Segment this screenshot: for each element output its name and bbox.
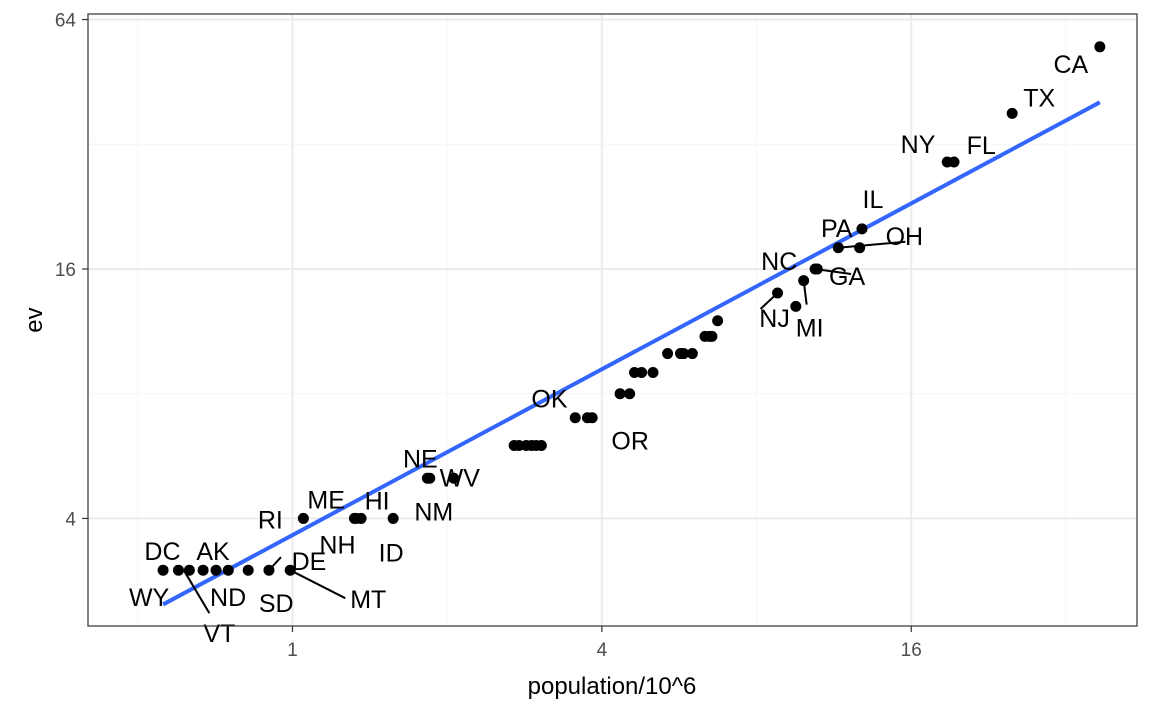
label-ny: NY [901,131,936,159]
label-nd: ND [210,584,246,612]
label-ok: OK [531,386,567,414]
leader-line-oh [838,240,906,249]
point [614,388,626,400]
point-id [387,512,399,524]
label-tx: TX [1023,84,1055,112]
label-nj: NJ [759,305,790,333]
point [662,348,674,360]
point-pa [854,242,866,254]
point [678,348,690,360]
point-mt [284,564,296,576]
label-mi: MI [796,315,824,343]
leader-line-mt [289,569,346,600]
label-vt: VT [203,620,235,648]
point-tx [1006,107,1018,119]
label-de: DE [292,548,327,576]
point-ak [210,564,222,576]
label-nh: NH [319,531,355,559]
label-ak: AK [196,538,230,566]
minor-gridlines [88,14,1137,626]
point-ca [1094,41,1106,53]
plot-panel [88,14,1137,626]
point-wv [424,472,436,484]
axes: 1 4 16 4 16 64 [55,11,922,661]
point [706,330,718,342]
label-mt: MT [350,586,386,614]
point-vt [183,564,195,576]
label-hi: HI [365,487,390,515]
label-id: ID [379,539,404,567]
point-de [263,564,275,576]
y-tick-label: 16 [55,260,76,281]
point [712,315,724,327]
leader-line-vt [183,570,211,614]
point-or [586,412,598,424]
point-nm [448,472,460,484]
label-ca: CA [1053,51,1088,79]
regression-line-group [162,100,1101,607]
point [636,367,648,379]
label-ri: RI [258,506,283,534]
point-nd [197,564,209,576]
point-wy [157,564,169,576]
label-ne: NE [403,445,438,473]
data-points [157,41,1106,576]
point-nj [772,287,784,299]
point [686,348,698,360]
point-hi [355,512,367,524]
point-il [856,223,868,235]
point [624,388,636,400]
label-pa: PA [821,215,853,243]
point-dc [172,564,184,576]
label-ga: GA [829,263,865,291]
x-tick-label: 1 [287,640,298,661]
point [647,367,659,379]
label-oh: OH [886,223,924,251]
point-oh [832,242,844,254]
point-sd [242,564,254,576]
label-fl: FL [967,132,996,160]
label-sd: SD [259,590,294,618]
label-wy: WY [129,584,170,612]
label-me: ME [307,486,345,514]
y-tick-label: 4 [65,509,76,530]
point-ri [297,512,309,524]
label-dc: DC [144,538,180,566]
panel-border [87,13,1138,627]
y-axis-title: ev [21,307,48,332]
point-ga [809,263,821,275]
x-tick-label: 4 [597,640,608,661]
point [535,439,547,451]
point-mi [798,275,810,287]
point-fl [941,156,953,168]
label-wv: WV [440,464,481,492]
x-tick-label: 16 [901,640,922,661]
label-or: OR [611,428,649,456]
label-il: IL [863,186,884,214]
major-gridlines [88,14,1137,626]
regression-line [162,100,1101,607]
label-nm: NM [414,498,453,526]
point [569,412,581,424]
x-axis-title: population/10^6 [528,673,697,700]
point [222,564,234,576]
point [790,300,802,312]
label-nc: NC [761,248,797,276]
y-tick-label: 64 [55,11,77,32]
